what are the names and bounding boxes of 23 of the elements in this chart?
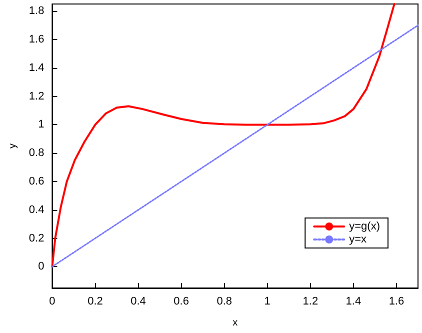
y-tick-label: 1.2 bbox=[28, 90, 44, 102]
x-tick-label: 1 bbox=[264, 296, 270, 308]
y-tick-label: 0 bbox=[38, 260, 44, 273]
y-tick-label: 1.4 bbox=[28, 62, 44, 74]
x-axis-title: x bbox=[232, 318, 238, 328]
x-tick-label: 0 bbox=[49, 296, 56, 308]
y-axis-title: y bbox=[8, 144, 18, 148]
y-tick-label: 1 bbox=[38, 118, 44, 131]
y-tick-label: 0.2 bbox=[28, 232, 44, 244]
y-tick-label: 0.6 bbox=[28, 176, 44, 188]
x-tick-label: 1.2 bbox=[302, 296, 318, 308]
x-tick-label: 1.4 bbox=[346, 296, 362, 308]
x-tick-label: 0.8 bbox=[216, 296, 232, 308]
x-tick-label: 0.6 bbox=[174, 296, 189, 308]
x-tick-label: 0.2 bbox=[88, 296, 103, 308]
legend-label: y=g(x) bbox=[349, 220, 380, 232]
y-tick-label: 1.6 bbox=[28, 34, 44, 46]
x-tick-label: 1.6 bbox=[388, 296, 404, 308]
y-tick-label: 0.4 bbox=[28, 204, 44, 216]
y-tick-label: 1.8 bbox=[28, 5, 44, 18]
x-tick-label: 0.4 bbox=[130, 296, 146, 308]
legend-label: y=x bbox=[349, 234, 368, 246]
y-tick-label: 0.8 bbox=[28, 147, 44, 160]
